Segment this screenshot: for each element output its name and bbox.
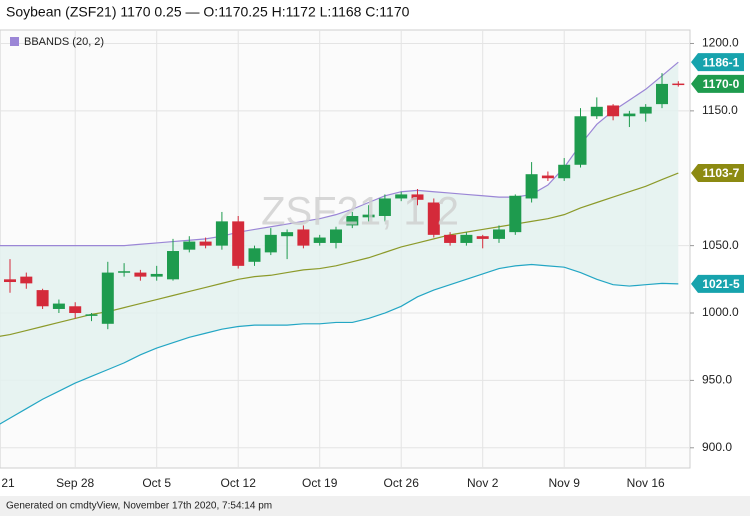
candle-body [672,83,685,86]
candle-body [395,194,408,199]
x-tick-label: Oct 26 [384,476,420,490]
price-tag-label: 1170-0 [703,77,740,91]
candle-body [167,251,179,280]
candle-body [118,271,131,273]
plot-layer [0,30,690,468]
candle-body [525,174,538,199]
x-tick-label: Nov 16 [627,476,665,490]
x-tick-label: Sep 28 [56,476,94,490]
candle-body [150,273,163,277]
y-tick-label: 950.0 [702,373,732,387]
candle-body [590,106,603,117]
candle-body [199,241,212,246]
candle-body [460,234,473,243]
candle-body [52,303,65,309]
candle-body [248,248,261,262]
price-tag [691,164,744,183]
candle-body [69,306,82,314]
x-tick-label: 21 [1,476,15,490]
candle-body [541,175,554,179]
y-tick-label: 1000.0 [702,305,739,319]
candle-body [313,237,326,243]
candle-body [215,221,228,246]
candle-body [427,202,440,235]
y-tick-label: 1150.0 [702,103,738,117]
x-tick-label: Oct 19 [302,476,338,490]
y-tick-label: 1050.0 [702,238,739,252]
candle-body [134,272,147,277]
legend-swatch [10,37,19,46]
candle-body [509,195,522,233]
band-line [0,263,679,425]
candle-body [639,106,652,114]
candle-body [362,214,375,218]
candle-body [183,241,196,250]
footer-text: Generated on cmdtyView, November 17th 20… [6,501,272,512]
x-tick-label: Nov 9 [549,476,581,490]
candle-body [558,164,571,179]
candle-body [101,272,114,324]
candle-body [264,234,277,253]
candle-body [36,290,49,307]
legend-label: BBANDS (20, 2) [24,36,104,48]
candle-body [297,229,310,246]
price-tag [691,53,744,72]
candle-body [476,236,489,239]
watermark: ZSF21, 1 2 [261,190,459,234]
candle-body [378,198,391,216]
candle-body [20,276,33,284]
footer-bar [0,496,750,516]
x-tick-label: Nov 2 [467,476,499,490]
candle-body [330,229,342,243]
x-tick-label: Oct 5 [142,476,171,490]
candle-body [656,83,668,105]
price-tag [691,74,744,93]
price-tag-label: 1103-7 [703,166,740,180]
candle-body [411,194,424,200]
candle-body [444,234,457,243]
price-tag-label: 1021-5 [702,277,740,291]
candle-body [623,113,636,117]
x-tick-label: Oct 12 [221,476,257,490]
price-tag [691,274,744,293]
y-tick-label: 1200.0 [702,36,739,50]
candle-body [4,279,16,283]
candle-body [607,105,620,117]
y-tick-label: 900.0 [702,440,732,454]
band-fill [0,62,679,424]
candle-body [574,116,587,165]
candle-body [85,314,98,316]
chart-title: Soybean (ZSF21) 1170 0.25 — O:1170.25 H:… [6,4,410,20]
candle-body [232,221,245,266]
candle-body [493,229,505,239]
price-tag-label: 1186-1 [703,55,740,69]
candle-body [281,232,294,237]
candle-body [346,215,359,226]
